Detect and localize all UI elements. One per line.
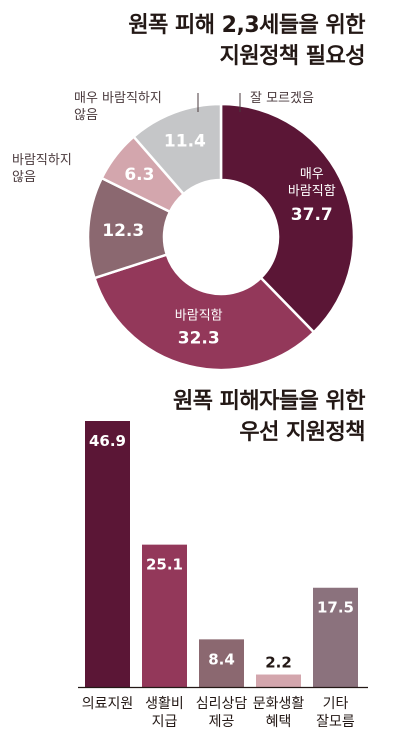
category-label: 문화생활 혜택 [253, 696, 305, 730]
bar-value-label: 25.1 [146, 556, 183, 574]
bar [199, 639, 244, 687]
bar-chart-title: 원폭 피해자들을 위한 우선 지원정책 [173, 386, 365, 448]
bar-title-line-2: 우선 지원정책 [239, 420, 365, 445]
donut-chart: 매우 바람직함 37.7 바람직함 32.3 12.3 6.3 11.4매우 바람직하지 않음바… [12, 91, 356, 372]
donut-chart-title: 원폭 피해 2,3세들을 위한 지원정책 필요성 [128, 10, 365, 72]
bar [313, 587, 358, 687]
donut-title-line-2: 지원정책 필요성 [219, 44, 366, 69]
bar [142, 544, 187, 687]
slice-value: 32.3 [178, 328, 220, 348]
bar [256, 674, 301, 687]
bar-value-label: 8.4 [208, 650, 235, 668]
slice-label: 잘 모르겠음 [250, 91, 314, 106]
donut-slice [92, 253, 316, 372]
category-label: 심리상담 제공 [196, 696, 248, 730]
slice-label: 매우 바람직함 [288, 167, 336, 199]
slice-value: 11.4 [164, 132, 206, 152]
bar-title-line-1: 원폭 피해자들을 위한 [173, 389, 365, 414]
bar-chart: 46.9 의료지원 25.1 생활비 지급 8.4 심리상담 제공 2.2 문화생활 혜택 17.5 기… [78, 421, 368, 730]
slice-value: 37.7 [291, 205, 333, 225]
donut-slice [219, 102, 356, 334]
slice-value: 12.3 [102, 221, 144, 241]
slice-value: 6.3 [124, 165, 154, 185]
bar-value-label: 46.9 [89, 432, 126, 450]
slice-label: 바람직함 [175, 308, 223, 323]
donut-title-line-1: 원폭 피해 2,3세들을 위한 [128, 13, 365, 38]
bar-value-label: 17.5 [317, 599, 354, 617]
category-label: 생활비 지급 [145, 696, 184, 730]
category-label: 기타 잘모름 [316, 696, 355, 730]
bar [85, 421, 130, 687]
slice-label: 바람직하지 않음 [12, 153, 72, 185]
bar-value-label: 2.2 [265, 654, 292, 672]
category-label: 의료지원 [82, 696, 134, 712]
slice-label: 매우 바람직하지 않음 [74, 91, 162, 123]
donut-slice [131, 102, 223, 196]
